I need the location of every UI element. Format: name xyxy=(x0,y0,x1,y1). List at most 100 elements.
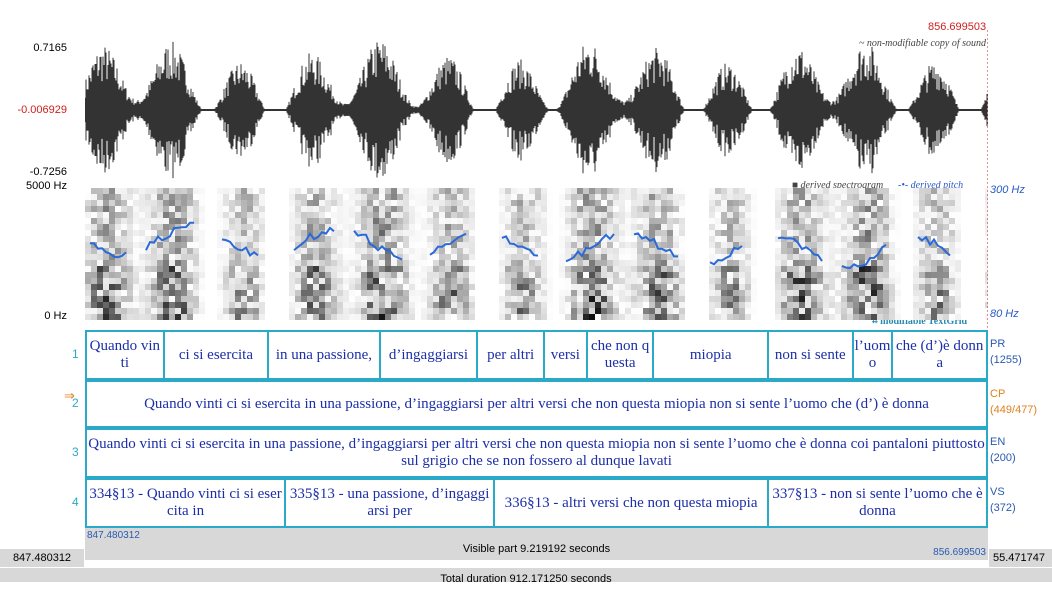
spectrogram-cell xyxy=(985,260,988,266)
spectrogram-cell xyxy=(919,194,925,200)
spectrogram-cell xyxy=(133,314,139,320)
spectrogram-cell xyxy=(313,278,319,284)
spectrogram-cell xyxy=(427,188,433,194)
interval[interactable]: miopia xyxy=(654,332,769,378)
spectrogram-cell xyxy=(445,230,451,236)
spectrogram-cell xyxy=(661,212,667,218)
interval[interactable]: 336§13 - altri versi che non questa miop… xyxy=(495,480,769,526)
spectrogram-cell xyxy=(889,242,895,248)
spectrogram-cell xyxy=(631,314,637,320)
spectrogram-cell xyxy=(769,188,775,194)
spectrogram-cell xyxy=(397,284,403,290)
spectrogram-cell xyxy=(931,284,937,290)
spectrogram-cell xyxy=(775,284,781,290)
spectrogram-cell xyxy=(157,218,163,224)
interval[interactable]: 335§13 - una passione, d’ingaggiarsi per xyxy=(286,480,496,526)
interval[interactable]: versi xyxy=(545,332,588,378)
spectrogram-cell xyxy=(853,266,859,272)
spectrogram-cell xyxy=(241,218,247,224)
spectrogram-cell xyxy=(895,266,901,272)
spectrogram-cell xyxy=(877,302,883,308)
spectrogram-cell xyxy=(253,188,259,194)
spectrogram-cell xyxy=(853,314,859,320)
spectrogram-cell xyxy=(901,296,907,302)
spectrogram-cell xyxy=(883,236,889,242)
spectrogram-cell xyxy=(811,290,817,296)
spectrogram-cell xyxy=(535,242,541,248)
spectrogram-cell xyxy=(919,296,925,302)
spectrogram-cell xyxy=(613,272,619,278)
spectrogram-cell xyxy=(373,188,379,194)
spectrogram-cell xyxy=(955,290,961,296)
spectrogram-cell xyxy=(307,278,313,284)
interval[interactable]: d’ingaggiarsi xyxy=(381,332,479,378)
spectrogram-cell xyxy=(217,278,223,284)
spectrogram-cell xyxy=(571,296,577,302)
spectrogram-cell xyxy=(661,206,667,212)
spectrogram-cell xyxy=(727,302,733,308)
spectrogram-cell xyxy=(733,200,739,206)
spectrogram-cell xyxy=(103,266,109,272)
spectrogram-cell xyxy=(91,272,97,278)
spectrogram-cell xyxy=(691,188,697,194)
spectrogram-cell xyxy=(337,254,343,260)
spectrogram-cell xyxy=(247,290,253,296)
interval[interactable]: che (d’)è donna xyxy=(895,338,984,371)
spectrogram-cell xyxy=(433,206,439,212)
spectrogram-cell xyxy=(175,242,181,248)
spectrogram-cell xyxy=(439,200,445,206)
spectrogram-cell xyxy=(607,314,613,320)
spectrogram-cell xyxy=(547,194,553,200)
interval[interactable]: per altri xyxy=(478,332,545,378)
spectrogram-cell xyxy=(631,236,637,242)
spectrogram-cell xyxy=(529,296,535,302)
spectrogram-cell xyxy=(169,188,175,194)
spectrogram-cell xyxy=(487,194,493,200)
visible-bar[interactable] xyxy=(85,528,988,560)
spectrogram-cell xyxy=(691,284,697,290)
spectrogram-cell xyxy=(331,266,337,272)
spectrogram-cell xyxy=(355,302,361,308)
spectrogram-cell xyxy=(955,254,961,260)
spectrogram-cell xyxy=(547,314,553,320)
interval[interactable]: in una passione, xyxy=(269,332,381,378)
interval[interactable]: l’uomo xyxy=(854,332,894,378)
spectrogram-cell xyxy=(499,236,505,242)
interval[interactable]: Quando vinti ci si esercita in una passi… xyxy=(144,395,929,412)
spectrogram-cell xyxy=(751,230,757,236)
spectrogram-cell xyxy=(307,218,313,224)
spectrogram-cell xyxy=(283,194,289,200)
interval[interactable]: 337§13 - non si sente l’uomo che è donna xyxy=(772,486,983,519)
spectrogram-cell xyxy=(175,218,181,224)
spectrogram-cell xyxy=(889,278,895,284)
spectrogram-cell xyxy=(811,314,817,320)
interval[interactable]: 334§13 - Quando vinti ci si esercita in xyxy=(87,480,287,526)
interval[interactable]: Quando vinti ci si esercita in una passi… xyxy=(88,436,985,469)
spectrogram-cell xyxy=(259,224,265,230)
spectrogram-cell xyxy=(847,236,853,242)
spectrogram-cell xyxy=(553,266,559,272)
spectrogram-cell xyxy=(553,236,559,242)
spectrogram-cell xyxy=(523,278,529,284)
spectrogram-cell xyxy=(973,212,979,218)
spectrogram-cell xyxy=(187,212,193,218)
spectrogram-cell xyxy=(97,224,103,230)
interval[interactable]: non si sente xyxy=(769,332,854,378)
interval[interactable]: che non questa xyxy=(588,332,655,378)
right-time[interactable]: 55.471747 xyxy=(989,549,1052,567)
spectrogram-cell xyxy=(811,272,817,278)
spectrogram-cell xyxy=(481,224,487,230)
spectrogram-cell xyxy=(433,308,439,314)
spectrogram-cell xyxy=(283,272,289,278)
interval[interactable]: ci si esercita xyxy=(165,332,270,378)
spectrogram-cell xyxy=(931,224,937,230)
left-time[interactable]: 847.480312 xyxy=(0,549,84,567)
spectrogram-cell xyxy=(103,260,109,266)
spectrogram-cell xyxy=(511,218,517,224)
spectrogram-cell xyxy=(961,236,967,242)
spectrogram-cell xyxy=(583,296,589,302)
spectrogram-cell xyxy=(85,218,91,224)
interval[interactable]: Quando vinti xyxy=(87,332,165,378)
spectrogram-cell xyxy=(901,272,907,278)
spectrogram-cell xyxy=(469,236,475,242)
